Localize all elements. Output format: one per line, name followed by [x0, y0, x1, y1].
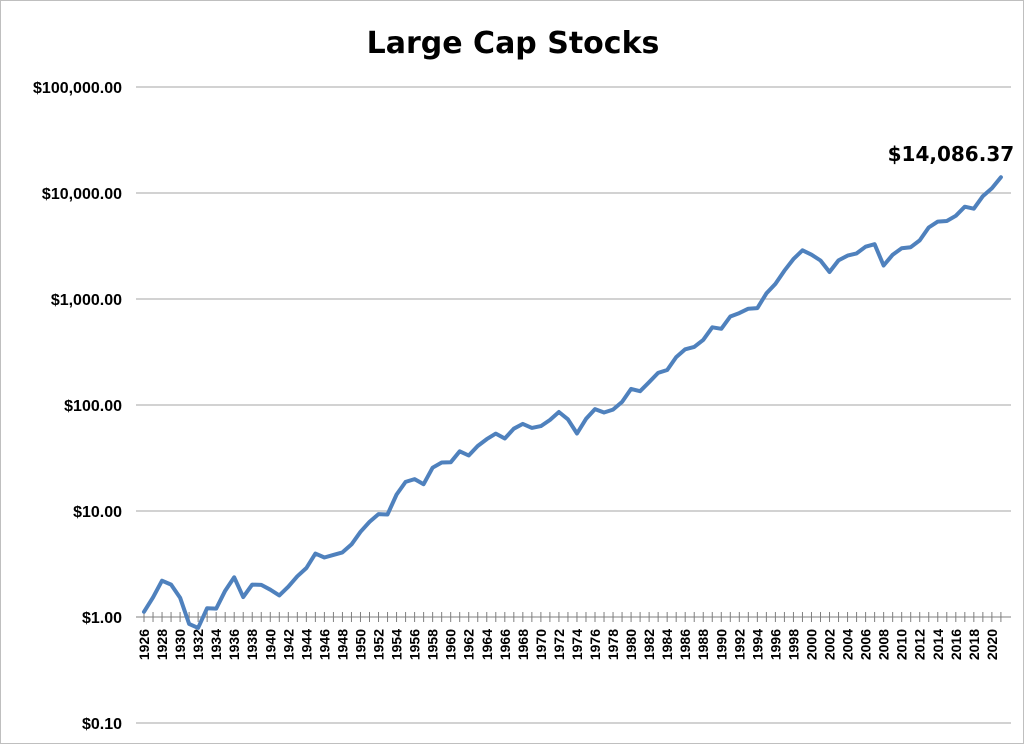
x-tick-label: 1970 [533, 629, 549, 660]
x-tick-label: 1974 [569, 629, 585, 660]
x-tick-label: 1952 [371, 629, 387, 660]
x-tick-label: 2006 [858, 629, 874, 660]
x-tick-label: 1984 [659, 629, 675, 660]
y-tick-label: $100.00 [64, 398, 122, 415]
x-tick-label: 1946 [316, 629, 332, 660]
x-tick-label: 2016 [948, 629, 964, 660]
x-tick-label: 1930 [172, 629, 188, 660]
y-tick-label: $1,000.00 [51, 292, 122, 309]
x-tick-label: 1998 [785, 629, 801, 660]
y-tick-label: $1.00 [82, 610, 122, 627]
y-tick-label: $0.10 [82, 716, 122, 733]
x-tick-label: 1950 [352, 629, 368, 660]
x-tick-label: 1932 [190, 629, 206, 660]
x-tick-label: 1982 [641, 629, 657, 660]
x-tick-label: 2012 [912, 629, 928, 660]
x-tick-label: 1940 [262, 629, 278, 660]
y-tick-label: $10.00 [73, 504, 122, 521]
chart-title: Large Cap Stocks [367, 26, 660, 61]
x-tick-label: 1936 [226, 629, 242, 660]
y-tick-label: $100,000.00 [33, 80, 122, 97]
x-tick-label: 1986 [677, 629, 693, 660]
x-tick-label: 1968 [515, 629, 531, 660]
x-tick-label: 1980 [623, 629, 639, 660]
x-tick-label: 1978 [605, 629, 621, 660]
x-tick-label: 1928 [154, 629, 170, 660]
series-layer [142, 175, 1003, 630]
y-axis-tick-labels: $0.10 $1.00 $10.00 $100.00 $1,000.00 $10,000.… [33, 80, 122, 733]
x-tick-label: 1972 [551, 629, 567, 660]
x-tick-label: 1994 [749, 629, 765, 660]
x-tick-label: 1990 [713, 629, 729, 660]
x-tick-label: 2008 [876, 629, 892, 660]
x-tick-label: 2018 [966, 629, 982, 660]
x-tick-label: 1942 [280, 629, 296, 660]
x-tick-label: 1962 [461, 629, 477, 660]
x-tick-label: 1976 [587, 629, 603, 660]
x-tick-label: 1926 [136, 629, 152, 660]
x-tick-label: 1966 [497, 629, 513, 660]
x-tick-label: 1960 [443, 629, 459, 660]
x-tick-label: 2002 [822, 629, 838, 660]
x-tick-label: 1944 [298, 629, 314, 660]
x-tick-label: 1988 [695, 629, 711, 660]
x-tick-label: 2000 [803, 629, 819, 660]
x-tick-label: 2020 [984, 629, 1000, 660]
annotation-label: $14,086.37 [888, 142, 1015, 166]
x-axis-tick-labels: 1926 1928 1930 1932 1934 1936 1938 1940 1942 1944… [136, 629, 1000, 660]
x-tick-label: 1958 [425, 629, 441, 660]
x-tick-label: 1934 [208, 629, 224, 660]
x-tick-label: 1938 [244, 629, 260, 660]
y-tick-label: $10,000.00 [42, 186, 122, 203]
x-tick-label: 1956 [407, 629, 423, 660]
series-line [142, 175, 1003, 630]
x-tick-label: 2004 [840, 629, 856, 660]
x-tick-label: 1948 [334, 629, 350, 660]
x-tick-label: 1992 [731, 629, 747, 660]
grid-lines [136, 86, 1011, 724]
x-tick-label: 1964 [479, 629, 495, 660]
x-axis [136, 612, 1011, 622]
x-tick-label: 1996 [767, 629, 783, 660]
x-tick-label: 1954 [389, 629, 405, 660]
x-tick-label: 2014 [930, 629, 946, 660]
x-tick-label: 2010 [894, 629, 910, 660]
